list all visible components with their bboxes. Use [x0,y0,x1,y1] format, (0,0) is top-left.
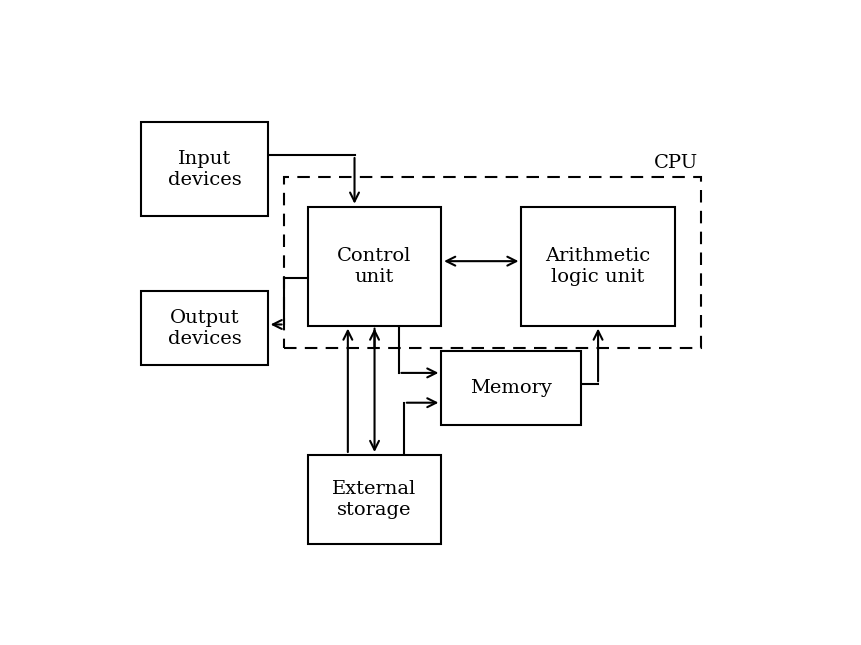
FancyBboxPatch shape [141,122,268,217]
FancyBboxPatch shape [521,206,675,326]
Text: Output
devices: Output devices [168,309,241,348]
FancyBboxPatch shape [308,206,441,326]
Text: Arithmetic
logic unit: Arithmetic logic unit [546,247,651,286]
Text: CPU: CPU [654,154,698,172]
FancyBboxPatch shape [308,455,441,544]
FancyBboxPatch shape [441,351,581,425]
Text: Memory: Memory [470,379,552,397]
FancyBboxPatch shape [141,291,268,366]
Text: Input
devices: Input devices [168,150,241,189]
Text: Control
unit: Control unit [338,247,412,286]
Text: External
storage: External storage [332,480,417,519]
